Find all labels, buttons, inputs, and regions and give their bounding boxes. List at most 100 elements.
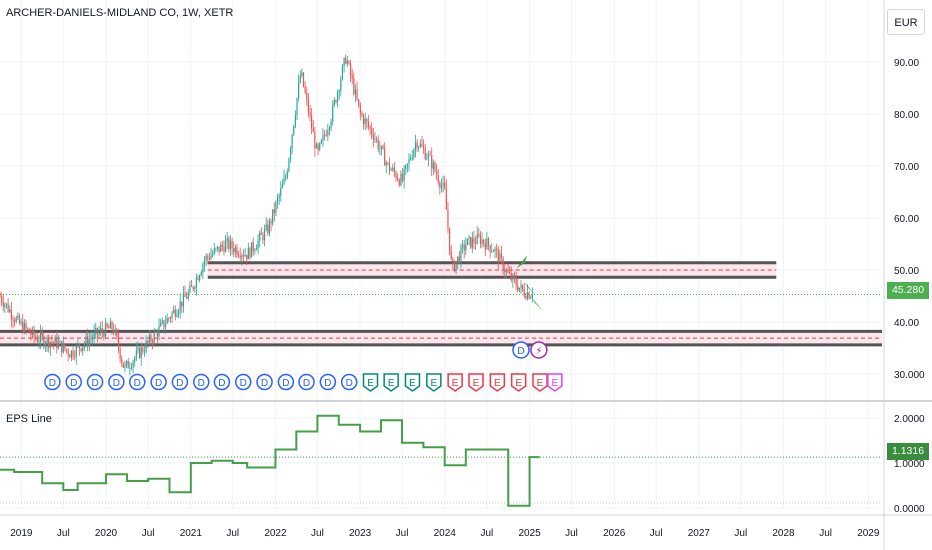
candle-body: [127, 360, 129, 369]
candle-body: [186, 296, 188, 299]
candle-body: [364, 118, 366, 125]
candle-body: [499, 253, 501, 263]
candle-body: [48, 337, 50, 348]
candle-body: [426, 158, 428, 160]
candle-body: [419, 143, 421, 147]
candle-body: [466, 238, 469, 245]
candle-body: [444, 182, 446, 188]
candle-body: [213, 248, 215, 254]
candle-body: [362, 115, 365, 125]
candle-body: [314, 132, 316, 149]
candle-body: [62, 343, 64, 353]
candle-body: [421, 143, 423, 147]
candle-body: [296, 98, 298, 116]
candle-body: [38, 341, 40, 343]
currency-button[interactable]: EUR: [887, 9, 925, 35]
candle-body: [95, 327, 97, 332]
candle-body: [322, 134, 324, 141]
candle-body: [486, 238, 488, 250]
candle-body: [520, 284, 522, 288]
candle-body: [106, 323, 108, 327]
candle-body: [176, 314, 178, 317]
candle-body: [392, 167, 394, 170]
x-tick-label: 2022: [264, 528, 287, 539]
candle-body: [82, 346, 84, 351]
candle-body: [87, 336, 89, 346]
candle-body: [44, 343, 47, 347]
candle-body: [478, 234, 480, 236]
candle-body: [481, 239, 483, 244]
candle-body: [116, 329, 118, 337]
candle-body: [504, 270, 506, 273]
candle-body: [96, 327, 98, 335]
event-marker-label: E: [552, 378, 559, 389]
candle-body: [354, 89, 357, 95]
candle-body: [343, 57, 345, 66]
candle-body: [153, 332, 155, 343]
signal-arrow: [531, 297, 543, 311]
candle-body: [189, 285, 191, 293]
dividend-marker: [86, 373, 104, 391]
earnings-marker: [383, 373, 399, 392]
candle-body: [302, 72, 305, 87]
event-marker-label: D: [155, 378, 162, 389]
candle-body: [249, 247, 251, 258]
candle-body: [268, 220, 271, 234]
candle-body: [119, 348, 121, 359]
candle-body: [401, 174, 404, 181]
candle-body: [435, 171, 438, 176]
candle-body: [372, 134, 374, 140]
candle-body: [424, 148, 426, 160]
candle-body: [255, 248, 258, 251]
x-tick-label: 2025: [518, 528, 541, 539]
candle-body: [390, 169, 392, 171]
candle-body: [23, 322, 25, 333]
candle-body: [137, 348, 139, 351]
earnings-marker: [426, 373, 442, 392]
candle-body: [500, 253, 503, 259]
upcoming-event-marker: [530, 341, 548, 359]
candle-body: [510, 273, 512, 281]
candle-body: [517, 285, 519, 291]
candle-body: [161, 320, 163, 323]
signal-arrow: [516, 255, 528, 269]
candle-body: [129, 367, 131, 369]
candle-body: [69, 355, 71, 358]
event-marker-label: D: [324, 378, 331, 389]
candle-body: [374, 138, 376, 140]
support-zone-fill: [207, 262, 777, 278]
x-tick-label: Jul: [734, 528, 747, 539]
candle-body: [272, 209, 274, 224]
candle-body: [413, 149, 415, 158]
candle-body: [225, 241, 227, 252]
candle-body: [351, 75, 353, 79]
x-tick-label: Jul: [650, 528, 663, 539]
x-tick-label: 2021: [180, 528, 203, 539]
eps-line-plot: [0, 414, 882, 507]
candle-body: [418, 146, 420, 148]
candle-body: [114, 329, 116, 333]
candle-body: [265, 224, 267, 230]
candle-body: [200, 272, 202, 276]
candle-body: [98, 331, 100, 335]
candle-body: [242, 255, 245, 257]
candle-body: [155, 331, 157, 333]
candle-body: [333, 100, 335, 105]
candle-body: [192, 286, 194, 289]
candle-body: [440, 185, 443, 188]
candle-body: [358, 99, 360, 105]
candle-body: [216, 246, 219, 249]
candle-body: [10, 309, 12, 320]
candle-body: [301, 72, 303, 76]
x-tick-label: Jul: [226, 528, 239, 539]
event-marker-label: E: [515, 378, 522, 389]
candle-body: [311, 115, 313, 129]
candle-body: [275, 202, 277, 214]
candle-body: [150, 335, 152, 342]
candle-body: [90, 338, 92, 340]
event-marker-label: E: [452, 378, 459, 389]
candle-body: [35, 336, 37, 339]
eps-y-tick-label: 2.0000: [894, 414, 925, 425]
candle-body: [525, 295, 527, 299]
